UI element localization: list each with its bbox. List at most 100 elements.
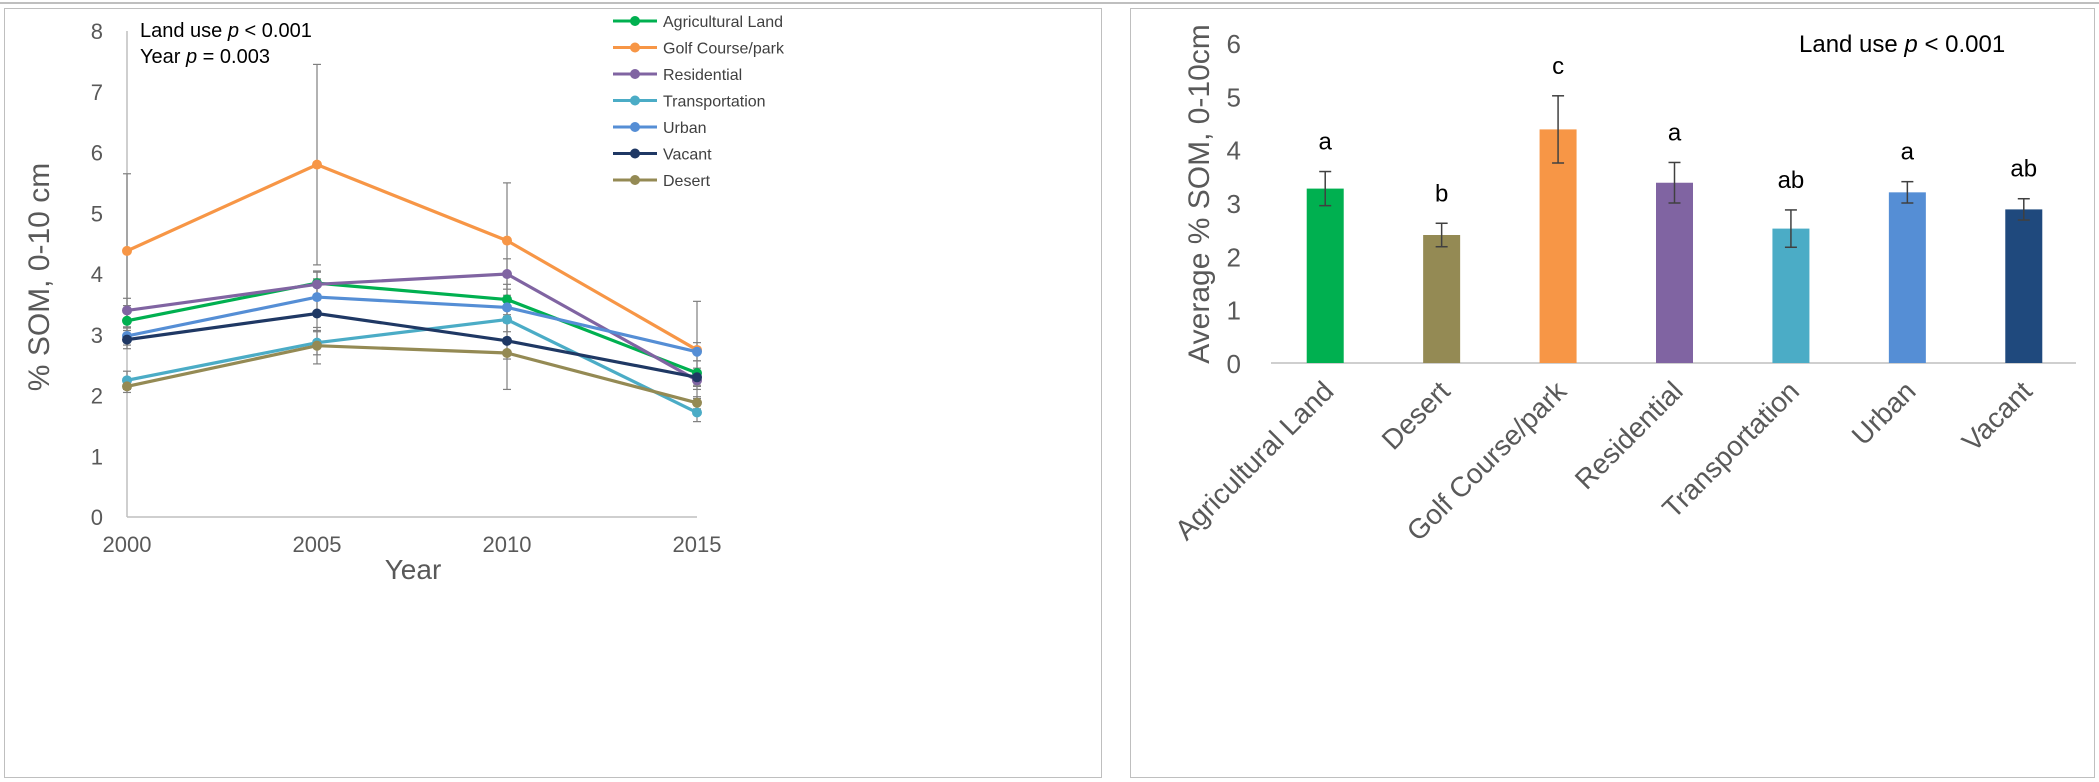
annotation-p-symbol: p — [185, 46, 197, 68]
legend-label: Agricultural Land — [663, 14, 783, 31]
annotation-year: Year p = 0.003 — [140, 46, 270, 68]
y-tick-label: 3 — [1227, 189, 1241, 219]
y-tick-label: 7 — [91, 80, 103, 105]
y-tick-label: 1 — [91, 444, 103, 469]
legend-swatch-point — [630, 175, 640, 185]
data-point — [502, 314, 512, 325]
y-tick-label: 2 — [91, 384, 103, 409]
x-tick-label: Vacant — [1956, 375, 2038, 457]
legend-label: Desert — [663, 173, 711, 190]
data-point — [122, 334, 132, 345]
x-tick-label: Desert — [1376, 375, 1456, 455]
bar — [1772, 228, 1810, 363]
legend-label: Golf Course/park — [663, 41, 785, 58]
significance-letter: a — [1319, 129, 1333, 156]
bar — [1888, 192, 1926, 363]
annotation-land-use-label: Land use — [1799, 31, 1904, 58]
series-line — [126, 295, 698, 354]
legend-label: Transportation — [663, 94, 766, 111]
data-point — [692, 397, 702, 408]
legend-swatch-point — [630, 69, 640, 79]
y-tick-label: 2 — [1227, 242, 1241, 272]
significance-letter: ab — [2010, 156, 2037, 183]
y-tick-label: 5 — [91, 201, 103, 226]
bar — [1656, 182, 1693, 363]
y-tick-label: 0 — [91, 505, 103, 530]
data-point — [312, 340, 322, 351]
legend-swatch-point — [630, 42, 640, 53]
bar-chart: 0 1 2 3 4 5 6 Average % SOM, 0-10cm a Agricultura… — [1169, 24, 2076, 547]
annotation-land-use-value: < 0.001 — [1918, 31, 2005, 58]
data-point — [312, 292, 322, 303]
annotation-land-use: Land use p < 0.001 — [140, 20, 312, 42]
x-tick-label: Urban — [1846, 375, 1922, 451]
y-axis-title: Average % SOM, 0-10cm — [1183, 24, 1216, 364]
data-point — [502, 294, 512, 305]
data-point — [312, 159, 322, 170]
data-point — [692, 407, 702, 418]
data-point — [122, 381, 132, 392]
legend-swatch-point — [630, 148, 640, 159]
y-tick-label: 5 — [1227, 82, 1241, 112]
legend-label: Vacant — [663, 147, 712, 164]
series-line — [126, 272, 698, 382]
annotation-land-use-label: Land use — [140, 20, 228, 42]
bar-chart-panel: 0 1 2 3 4 5 6 Average % SOM, 0-10cm a Agricultura… — [1130, 8, 2095, 778]
significance-letter: b — [1435, 180, 1448, 207]
annotation-land-use-value: < 0.001 — [239, 20, 312, 42]
series-line — [126, 162, 698, 352]
y-tick-label: 8 — [91, 19, 103, 44]
data-point — [312, 279, 322, 290]
annotation-year-label: Year — [140, 46, 186, 68]
significance-letter: c — [1552, 53, 1564, 80]
significance-letter: a — [1668, 119, 1682, 146]
annotation-year-value: = 0.003 — [197, 46, 270, 68]
line-chart: 0 1 2 3 4 5 6 7 8 2000 2005 2010 2015 Year % SOM, 0-10… — [23, 14, 785, 585]
data-point — [122, 305, 132, 316]
annotation-p-symbol: p — [227, 20, 239, 42]
data-point — [122, 315, 132, 326]
x-axis-title: Year — [385, 554, 442, 585]
series-line — [126, 281, 698, 375]
legend-label: Residential — [663, 67, 742, 84]
bar — [1539, 129, 1577, 363]
line-chart-panel: 0 1 2 3 4 5 6 7 8 2000 2005 2010 2015 Year % SOM, 0-10… — [4, 8, 1102, 778]
bar — [1306, 188, 1344, 363]
series-line — [126, 344, 698, 405]
data-point — [502, 269, 512, 279]
data-point — [502, 347, 512, 358]
data-point — [502, 335, 512, 346]
annotation-p-symbol: p — [1903, 31, 1917, 58]
x-tick-label: 2010 — [483, 532, 532, 557]
y-axis-title: % SOM, 0-10 cm — [23, 163, 56, 391]
significance-letter: ab — [1778, 167, 1805, 194]
x-tick-label: 2005 — [293, 532, 342, 557]
data-point — [502, 302, 512, 313]
data-point — [502, 235, 512, 246]
series-line — [126, 317, 698, 414]
legend-swatch-point — [630, 16, 640, 26]
series-line — [126, 311, 698, 379]
y-tick-label: 4 — [91, 262, 103, 287]
data-point — [122, 245, 132, 256]
x-tick-label: Agricultural Land — [1169, 375, 1340, 546]
y-tick-label: 0 — [1227, 349, 1241, 379]
x-tick-label: 2015 — [673, 532, 722, 557]
x-tick-label: 2000 — [103, 532, 152, 557]
top-border-line — [0, 2, 2099, 4]
bar — [1423, 235, 1461, 363]
legend-label: Urban — [663, 120, 707, 137]
y-tick-label: 4 — [1227, 136, 1241, 166]
y-tick-label: 6 — [1227, 29, 1241, 59]
legend-swatch-point — [630, 122, 640, 132]
y-tick-label: 1 — [1227, 296, 1241, 326]
data-point — [312, 308, 322, 319]
annotation-land-use: Land use p < 0.001 — [1799, 31, 2005, 58]
legend-swatch-point — [630, 95, 640, 106]
y-tick-label: 3 — [91, 323, 103, 348]
data-point — [692, 372, 702, 383]
data-point — [692, 346, 702, 357]
y-tick-label: 6 — [91, 141, 103, 166]
bar — [2005, 209, 2043, 363]
x-tick-label: Residential — [1569, 375, 1689, 495]
